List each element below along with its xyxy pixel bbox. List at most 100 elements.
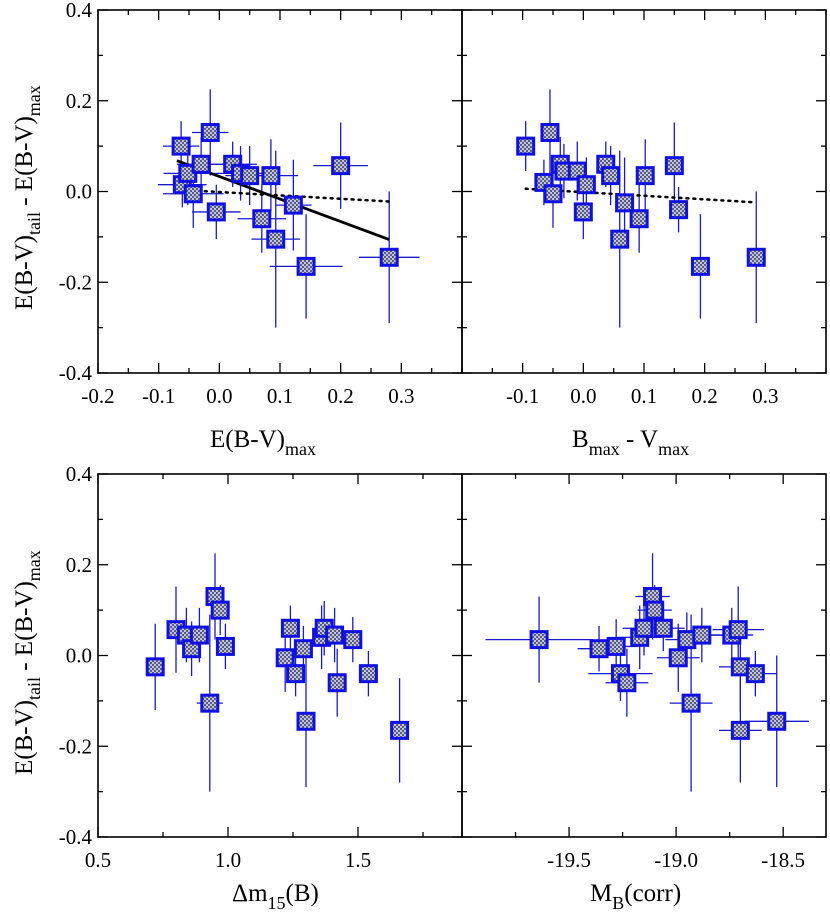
x-tick-label: 0.5: [85, 848, 111, 872]
data-point-marker: [379, 247, 399, 267]
data-point-marker: [261, 166, 281, 186]
ticks-bottom-left: 0.5 1.0 1.5 -0.4 -0.2 0.0 0.2 0.4: [59, 462, 462, 872]
data-point-marker: [728, 620, 748, 640]
data-point-marker: [145, 657, 165, 677]
data-point-marker: [634, 618, 654, 638]
data-point-marker: [745, 664, 765, 684]
x-tick-label: -18.5: [761, 848, 805, 872]
x-tick-label: 0.3: [388, 384, 414, 408]
panel-top-left: -0.2 -0.1 0.0 0.1 0.2 0.3-0.4-0.20.00.20.4 E(…: [11, 0, 463, 459]
x-tick-label: -0.1: [142, 384, 175, 408]
markers-top-right: [516, 123, 766, 276]
y-tick-label: -0.4: [59, 361, 93, 385]
y-tick-label: 0.2: [66, 89, 92, 113]
data-point-marker: [730, 720, 750, 740]
data-point-marker: [692, 625, 712, 645]
data-point-marker: [645, 600, 665, 620]
data-point-marker: [280, 618, 300, 638]
y-tick-label: -0.4: [59, 825, 93, 849]
ylabel-bottom-left: E(B-V)tail - E(B-V)max: [11, 550, 44, 775]
data-point-marker: [543, 184, 563, 204]
y-tick-label: 0.0: [66, 180, 92, 204]
data-point-marker: [252, 209, 272, 229]
data-point-marker: [275, 648, 295, 668]
markers-bottom-right: [529, 587, 787, 740]
ticks-top-left: -0.2 -0.1 0.0 0.1 0.2 0.3-0.4-0.20.00.20.4: [59, 0, 463, 408]
x-tick-label: 0.1: [631, 384, 657, 408]
data-point-marker: [746, 247, 766, 267]
data-point-marker: [189, 625, 209, 645]
x-tick-label: -0.2: [81, 384, 114, 408]
data-point-marker: [200, 693, 220, 713]
y-tick-label: 0.2: [66, 553, 92, 577]
y-tick-label: 0.0: [66, 644, 92, 668]
x-tick-label: 0.3: [752, 384, 778, 408]
data-point-marker: [296, 711, 316, 731]
errorbars-top-right: [525, 89, 757, 328]
x-tick-label: 0.0: [570, 384, 596, 408]
data-point-marker: [606, 636, 626, 656]
x-tick-label: 0.2: [328, 384, 354, 408]
data-point-marker: [293, 639, 313, 659]
data-point-marker: [266, 229, 286, 249]
data-point-marker: [573, 202, 593, 222]
data-point-marker: [240, 166, 260, 186]
x-tick-label: 0.1: [267, 384, 293, 408]
x-tick-label: 1.5: [345, 848, 371, 872]
data-point-marker: [183, 184, 203, 204]
xlabel-bottom-right: MB(corr): [590, 880, 681, 913]
data-point-marker: [617, 673, 637, 693]
data-point-marker: [171, 136, 191, 156]
x-tick-label: 1.0: [215, 848, 241, 872]
x-tick-label: -0.1: [506, 384, 539, 408]
data-point-marker: [540, 123, 560, 143]
data-point-marker: [191, 154, 211, 174]
data-point-marker: [635, 166, 655, 186]
data-point-marker: [327, 673, 347, 693]
data-point-marker: [668, 648, 688, 668]
data-point-marker: [610, 229, 630, 249]
markers-top-left: [171, 123, 399, 276]
ticks-bottom-right: -19.5 -19.0 -18.5: [461, 473, 826, 872]
fitlines-top-left: [175, 159, 391, 241]
data-point-marker: [516, 136, 536, 156]
data-point-marker: [296, 256, 316, 276]
data-point-marker: [601, 166, 621, 186]
x-tick-label: -19.5: [547, 848, 591, 872]
x-tick-label: -19.0: [654, 848, 698, 872]
frame-top-left: [97, 9, 463, 374]
frame-top-right: [461, 9, 827, 374]
data-point-marker: [653, 618, 673, 638]
data-point-marker: [206, 202, 226, 222]
y-tick-label: 0.4: [66, 462, 93, 486]
data-point-marker: [529, 630, 549, 650]
panel-bottom-left: 0.5 1.0 1.5 -0.4 -0.2 0.0 0.2 0.4 Δm15(B) E(B-V…: [11, 462, 463, 913]
panel-top-right: -0.1 0.0 0.1 0.2 0.3 Bmax - Vmax: [461, 9, 827, 459]
ticks-top-right: -0.1 0.0 0.1 0.2 0.3: [461, 9, 827, 408]
fit-line-dotted: [175, 188, 391, 203]
y-tick-label: -0.2: [59, 270, 92, 294]
fit-line-solid: [176, 159, 390, 241]
ylabel-top-left: E(B-V)tail - E(B-V)max: [11, 85, 44, 310]
xlabel-top-left: E(B-V)max: [210, 426, 316, 459]
x-tick-label: 0.0: [206, 384, 232, 408]
data-point-marker: [589, 639, 609, 659]
data-point-marker: [629, 209, 649, 229]
data-point-marker: [343, 630, 363, 650]
data-point-marker: [331, 156, 351, 176]
y-tick-label: -0.2: [59, 734, 92, 758]
data-point-marker: [615, 193, 635, 213]
data-point-marker: [669, 200, 689, 220]
x-tick-label: 0.2: [692, 384, 718, 408]
xlabel-bottom-left: Δm15(B): [232, 880, 319, 913]
data-point-marker: [200, 123, 220, 143]
data-point-marker: [283, 195, 303, 215]
data-point-marker: [576, 175, 596, 195]
data-point-marker: [325, 625, 345, 645]
data-point-marker: [390, 720, 410, 740]
data-point-marker: [767, 711, 787, 731]
data-point-marker: [210, 600, 230, 620]
data-point-marker: [358, 664, 378, 684]
markers-bottom-left: [145, 587, 410, 740]
